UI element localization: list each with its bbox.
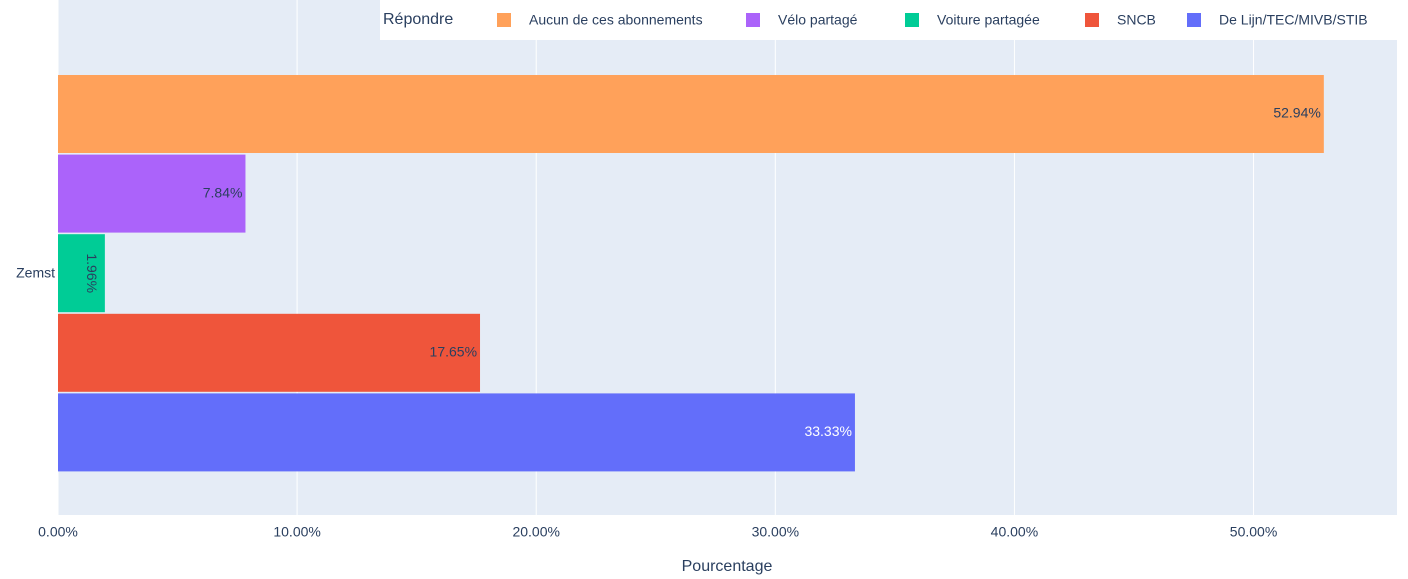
legend-swatch [746,13,760,27]
bar [58,393,855,472]
bar [58,75,1324,153]
legend-swatch [1085,13,1099,27]
x-tick-label: 20.00% [512,524,559,540]
data-label: 17.65% [430,344,477,360]
x-axis-title: Pourcentage [682,558,773,575]
x-tick-label: 10.00% [273,524,320,540]
legend-label: Voiture partagée [937,12,1040,28]
legend-swatch [1187,13,1201,27]
bar [58,313,481,392]
bar [58,234,105,313]
data-label: 33.33% [804,423,851,439]
legend-label: SNCB [1117,12,1156,28]
legend-swatch [497,13,511,27]
x-tick-label: 50.00% [1230,524,1277,540]
legend-label: Aucun de ces abonnements [529,12,703,28]
legend-label: De Lijn/TEC/MIVB/STIB [1219,12,1368,28]
data-label: 7.84% [203,184,243,200]
y-tick-label: Zemst [16,265,55,281]
bar [58,154,246,233]
x-tick-label: 0.00% [38,524,78,540]
legend-label: Vélo partagé [778,12,858,28]
x-tick-label: 30.00% [752,524,799,540]
data-label: 52.94% [1273,105,1320,121]
x-tick-label: 40.00% [991,524,1038,540]
data-label: 1.96% [84,253,100,293]
legend-box [380,0,1400,40]
legend-swatch [905,13,919,27]
legend-title: Répondre [383,11,453,28]
